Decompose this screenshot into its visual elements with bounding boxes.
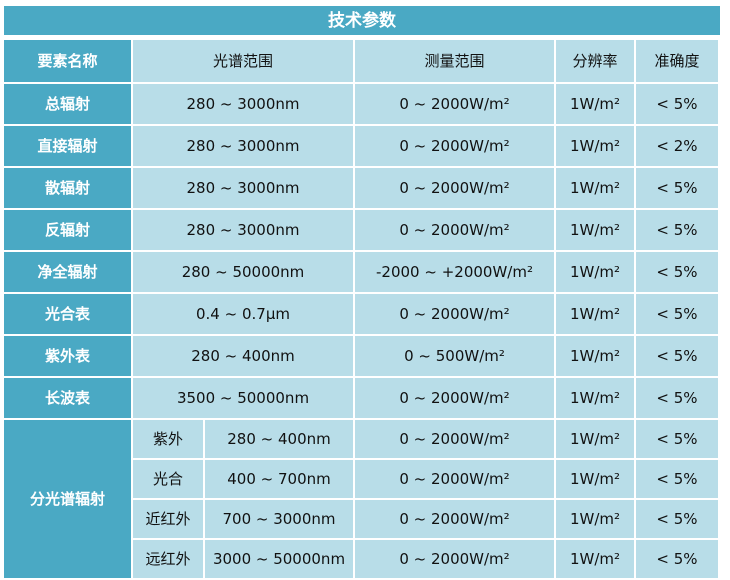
table-row: 直接辐射 280 ~ 3000nm 0 ~ 2000W/m² 1W/m² < 2% [4, 126, 718, 166]
table-row: 总辐射 280 ~ 3000nm 0 ~ 2000W/m² 1W/m² < 5% [4, 84, 718, 124]
header-name: 要素名称 [4, 40, 131, 82]
table-row: 紫外表 280 ~ 400nm 0 ~ 500W/m² 1W/m² < 5% [4, 336, 718, 376]
header-accuracy: 准确度 [636, 40, 718, 82]
row-name: 紫外表 [4, 336, 131, 376]
resolution: 1W/m² [556, 168, 634, 208]
row-name: 散辐射 [4, 168, 131, 208]
measure-range: 0 ~ 2000W/m² [355, 294, 554, 334]
accuracy: < 5% [636, 294, 718, 334]
row-name: 反辐射 [4, 210, 131, 250]
spectral-range: 280 ~ 3000nm [133, 210, 353, 250]
accuracy: < 5% [636, 210, 718, 250]
spectral-range: 280 ~ 400nm [205, 420, 353, 458]
measure-range: 0 ~ 2000W/m² [355, 540, 554, 578]
band-name: 远红外 [133, 540, 203, 578]
resolution: 1W/m² [556, 336, 634, 376]
accuracy: < 5% [636, 378, 718, 418]
spectral-range: 280 ~ 50000nm [133, 252, 353, 292]
spectral-range: 280 ~ 3000nm [133, 126, 353, 166]
measure-range: 0 ~ 2000W/m² [355, 420, 554, 458]
accuracy: < 5% [636, 84, 718, 124]
table-title: 技术参数 [4, 6, 720, 35]
row-name: 长波表 [4, 378, 131, 418]
table-row: 净全辐射 280 ~ 50000nm -2000 ~ +2000W/m² 1W/m² <… [4, 252, 718, 292]
header-row: 要素名称 光谱范围 测量范围 分辨率 准确度 [4, 40, 718, 82]
accuracy: < 5% [636, 336, 718, 376]
header-spectral: 光谱范围 [133, 40, 353, 82]
table-row: 长波表 3500 ~ 50000nm 0 ~ 2000W/m² 1W/m² < 5% [4, 378, 718, 418]
resolution: 1W/m² [556, 252, 634, 292]
spec-table: 要素名称 光谱范围 测量范围 分辨率 准确度 总辐射 280 ~ 3000nm 0 … [2, 38, 720, 580]
resolution: 1W/m² [556, 500, 634, 538]
measure-range: 0 ~ 2000W/m² [355, 168, 554, 208]
spectral-range: 3000 ~ 50000nm [205, 540, 353, 578]
resolution: 1W/m² [556, 378, 634, 418]
row-name: 光合表 [4, 294, 131, 334]
spectral-range: 0.4 ~ 0.7μm [133, 294, 353, 334]
accuracy: < 5% [636, 500, 718, 538]
row-name: 总辐射 [4, 84, 131, 124]
row-name: 直接辐射 [4, 126, 131, 166]
accuracy: < 2% [636, 126, 718, 166]
measure-range: -2000 ~ +2000W/m² [355, 252, 554, 292]
accuracy: < 5% [636, 420, 718, 458]
spectral-range: 280 ~ 400nm [133, 336, 353, 376]
spectral-range: 3500 ~ 50000nm [133, 378, 353, 418]
row-name: 净全辐射 [4, 252, 131, 292]
split-row-name: 分光谱辐射 [4, 420, 131, 578]
table-row: 分光谱辐射 紫外 280 ~ 400nm 0 ~ 2000W/m² 1W/m² < 5% [4, 420, 718, 578]
measure-range: 0 ~ 500W/m² [355, 336, 554, 376]
table-row: 反辐射 280 ~ 3000nm 0 ~ 2000W/m² 1W/m² < 5% [4, 210, 718, 250]
band-name: 紫外 [133, 420, 203, 458]
measure-range: 0 ~ 2000W/m² [355, 210, 554, 250]
table-row: 光合表 0.4 ~ 0.7μm 0 ~ 2000W/m² 1W/m² < 5% [4, 294, 718, 334]
spectral-range: 280 ~ 3000nm [133, 168, 353, 208]
band-name: 近红外 [133, 500, 203, 538]
measure-range: 0 ~ 2000W/m² [355, 84, 554, 124]
measure-range: 0 ~ 2000W/m² [355, 378, 554, 418]
spectral-range: 280 ~ 3000nm [133, 84, 353, 124]
resolution: 1W/m² [556, 126, 634, 166]
table-row: 散辐射 280 ~ 3000nm 0 ~ 2000W/m² 1W/m² < 5% [4, 168, 718, 208]
accuracy: < 5% [636, 540, 718, 578]
measure-range: 0 ~ 2000W/m² [355, 500, 554, 538]
resolution: 1W/m² [556, 540, 634, 578]
measure-range: 0 ~ 2000W/m² [355, 126, 554, 166]
resolution: 1W/m² [556, 210, 634, 250]
header-resolution: 分辨率 [556, 40, 634, 82]
accuracy: < 5% [636, 252, 718, 292]
resolution: 1W/m² [556, 294, 634, 334]
spectral-range: 700 ~ 3000nm [205, 500, 353, 538]
resolution: 1W/m² [556, 420, 634, 458]
accuracy: < 5% [636, 168, 718, 208]
header-range: 测量范围 [355, 40, 554, 82]
resolution: 1W/m² [556, 84, 634, 124]
